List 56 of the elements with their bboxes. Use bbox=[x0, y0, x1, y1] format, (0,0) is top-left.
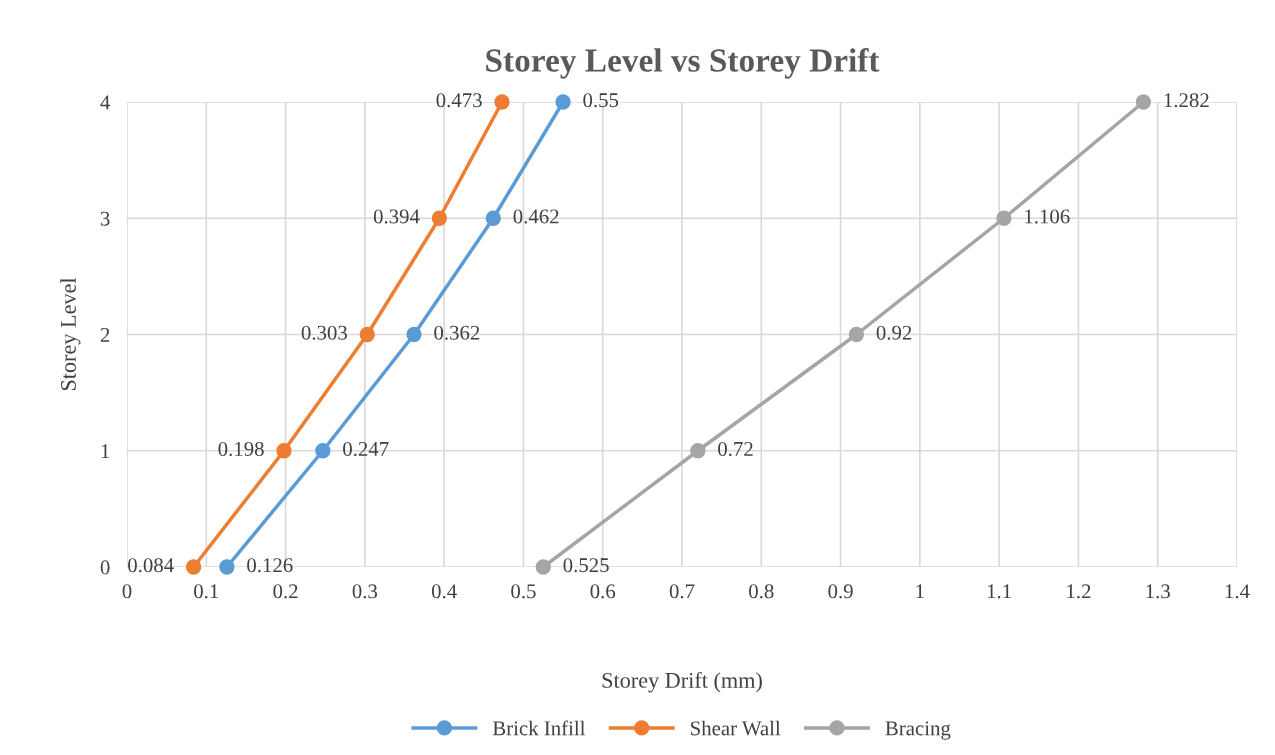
x-tick-label: 0.5 bbox=[511, 584, 536, 599]
annotation: 1.282 bbox=[1164, 93, 1209, 108]
point bbox=[185, 559, 202, 575]
annotation: 0.473 bbox=[436, 93, 482, 108]
x-tick-label: 1.3 bbox=[1146, 584, 1170, 599]
point bbox=[1135, 94, 1152, 110]
x-tick-label: 0.6 bbox=[590, 584, 616, 599]
x-tick-label: 0.1 bbox=[194, 584, 219, 599]
legend-label: Brick Infill bbox=[492, 720, 586, 736]
annotation: 0.394 bbox=[373, 209, 420, 224]
annotation: 0.362 bbox=[434, 325, 480, 340]
point bbox=[494, 94, 510, 110]
legend-label: Shear Wall bbox=[691, 720, 781, 736]
point bbox=[431, 210, 448, 226]
chart-title: Storey Level vs Storey Drift bbox=[486, 47, 880, 79]
annotation: 0.72 bbox=[718, 441, 753, 457]
annotation: 0.126 bbox=[247, 558, 293, 573]
annotation: 0.525 bbox=[563, 558, 609, 573]
y-tick-label: 1 bbox=[101, 444, 110, 458]
point bbox=[219, 559, 235, 575]
x-tick-label: 0.2 bbox=[273, 584, 298, 599]
point bbox=[359, 326, 375, 343]
x-tick-label: 1.2 bbox=[1067, 584, 1091, 599]
annotation: 0.247 bbox=[343, 441, 389, 457]
annotation: 1.106 bbox=[1025, 209, 1070, 224]
point bbox=[535, 559, 551, 575]
x-tick-label: 0.4 bbox=[431, 584, 457, 599]
point bbox=[848, 326, 865, 343]
point bbox=[406, 326, 422, 343]
y-axis-title: Storey Level bbox=[60, 277, 81, 391]
point bbox=[690, 443, 706, 459]
annotation: 0.92 bbox=[876, 325, 912, 340]
y-tick-label: 0 bbox=[100, 560, 110, 575]
annotation: 0.084 bbox=[128, 558, 174, 573]
y-tick-label: 4 bbox=[100, 95, 111, 110]
x-tick-label: 1 bbox=[916, 584, 924, 599]
annotation: 0.303 bbox=[301, 325, 347, 340]
x-axis-title: Storey Drift (mm) bbox=[602, 672, 762, 693]
annotation: 0.198 bbox=[218, 441, 264, 457]
y-tick-label: 3 bbox=[100, 211, 110, 226]
point bbox=[996, 210, 1012, 226]
point bbox=[485, 210, 501, 226]
annotation: 0.462 bbox=[513, 209, 559, 224]
point bbox=[315, 443, 331, 459]
annotation: 0.55 bbox=[583, 93, 619, 108]
point bbox=[555, 94, 571, 110]
legend-label: Bracing bbox=[885, 721, 951, 740]
point bbox=[276, 443, 292, 459]
y-tick-label: 2 bbox=[100, 327, 110, 342]
x-tick-label: 0.7 bbox=[669, 584, 695, 599]
x-tick-label: 0.9 bbox=[828, 584, 853, 599]
x-tick-label: 1.1 bbox=[987, 584, 1011, 599]
x-tick-label: 1.4 bbox=[1225, 584, 1250, 599]
x-tick-label: 0.3 bbox=[352, 584, 378, 599]
x-tick-label: 0.8 bbox=[749, 584, 774, 599]
x-tick-label: 0 bbox=[122, 584, 132, 599]
